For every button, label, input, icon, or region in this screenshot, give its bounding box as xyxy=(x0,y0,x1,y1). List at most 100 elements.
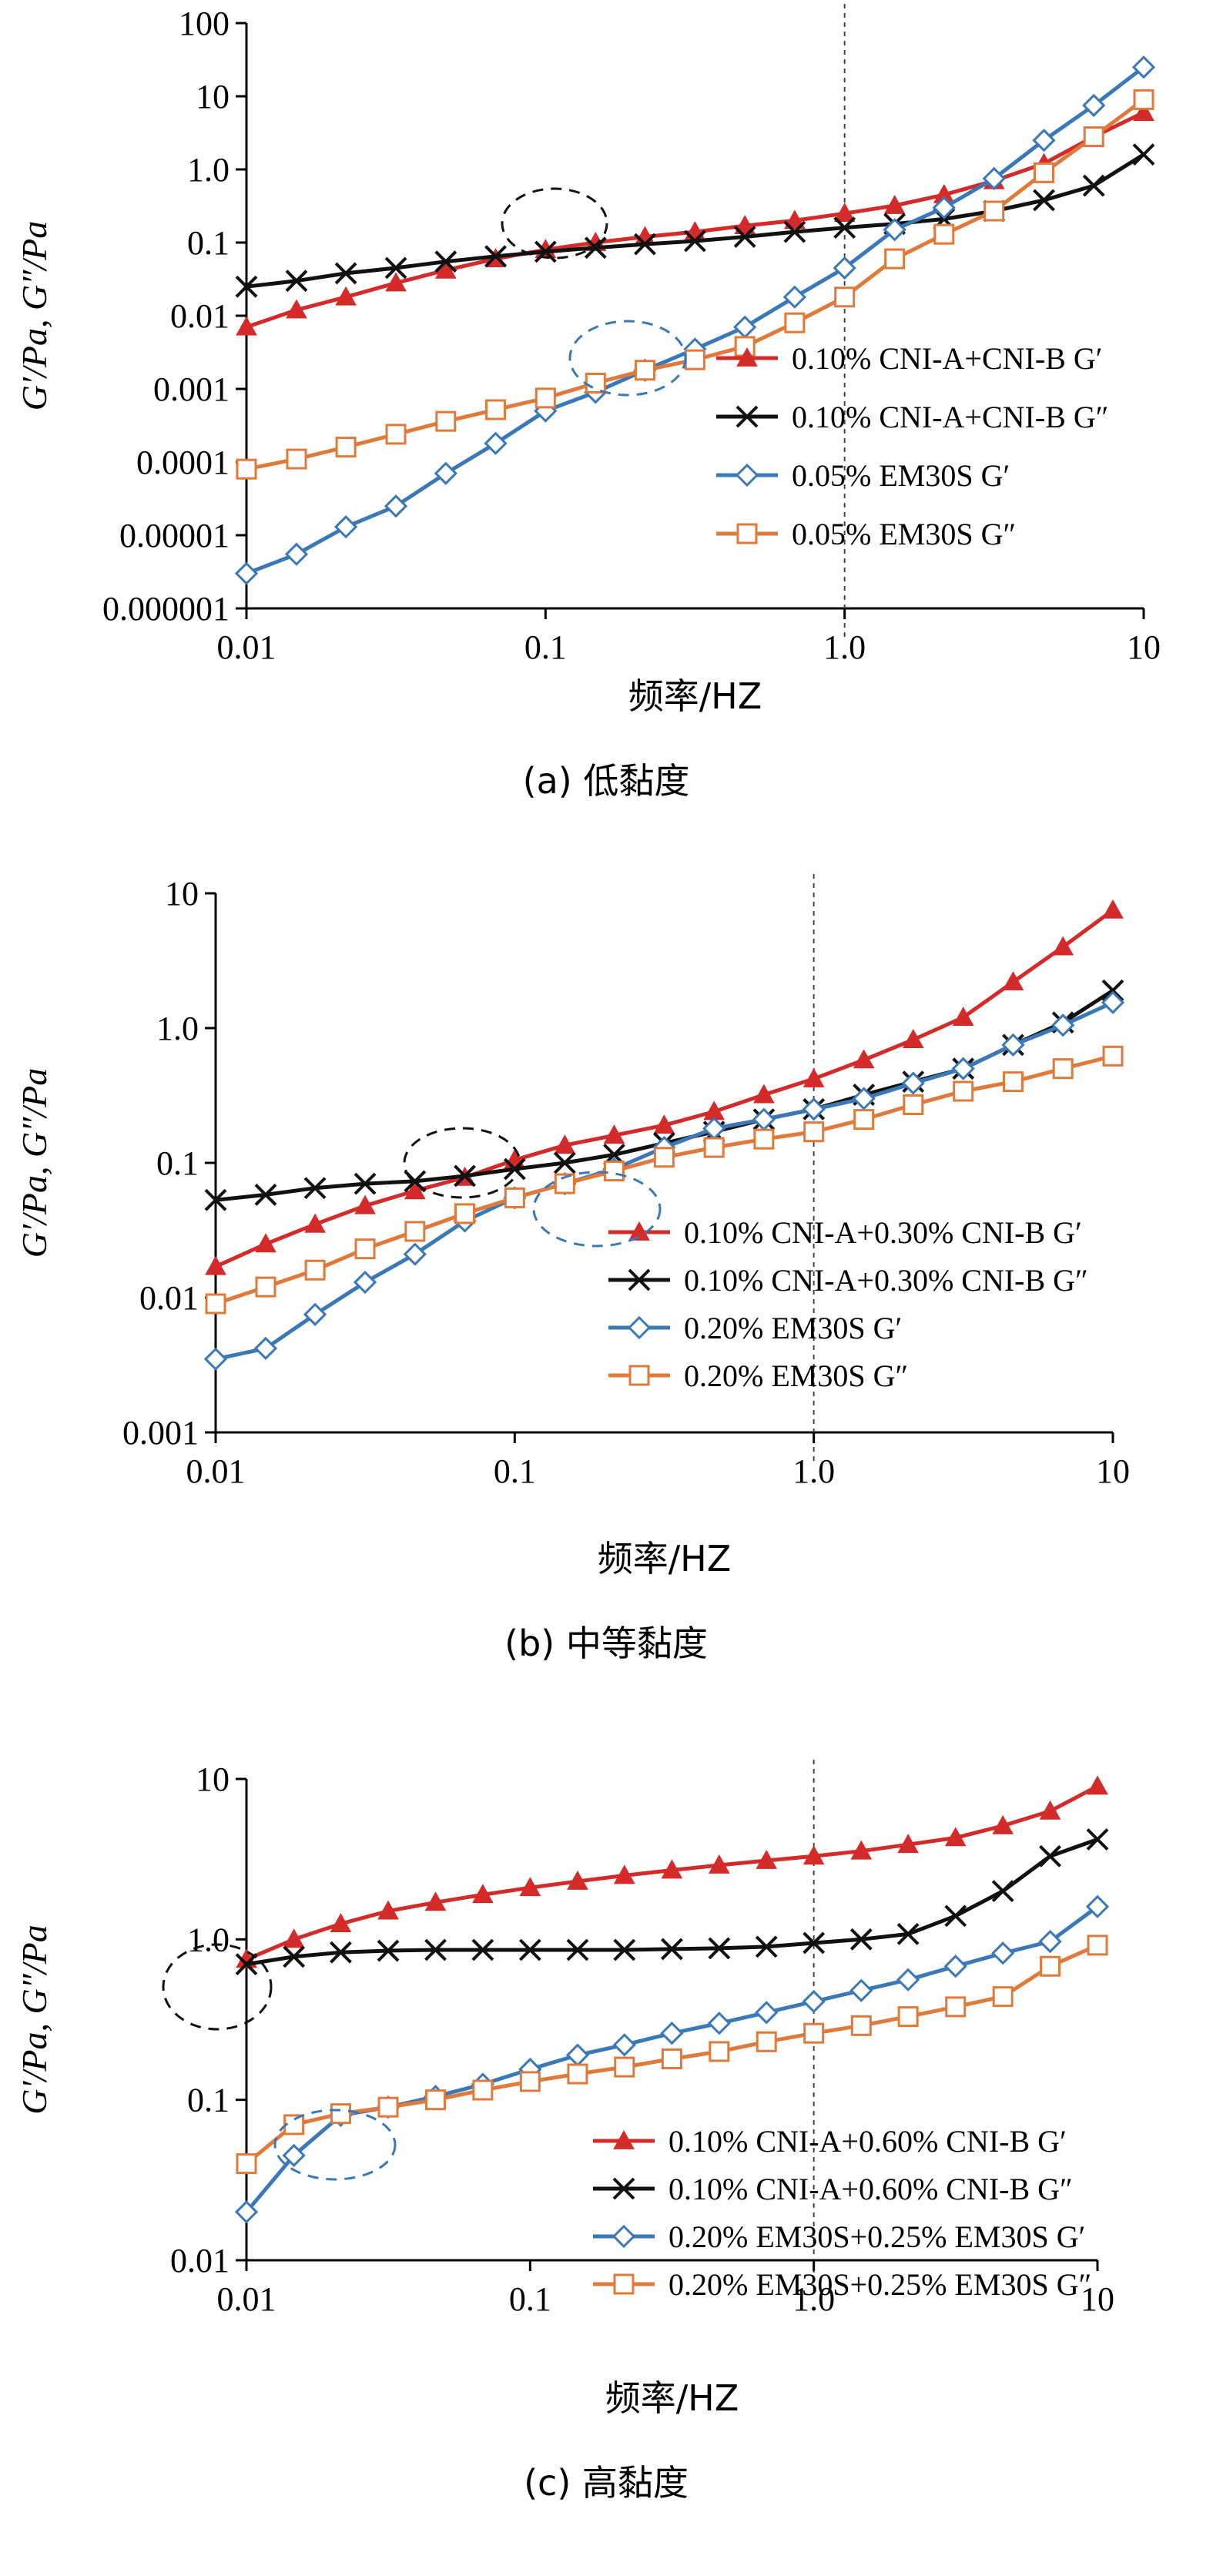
legend-marker xyxy=(628,1268,651,1291)
data-point xyxy=(684,349,705,370)
legend-label: 0.10% CNI-A+CNI-B G′ xyxy=(792,341,1103,376)
marker-stroke xyxy=(285,270,308,293)
data-point xyxy=(377,1939,400,1962)
data-point xyxy=(850,2015,872,2036)
data-point xyxy=(803,1931,826,1955)
data-point xyxy=(404,1180,426,1200)
data-point xyxy=(734,215,756,235)
data-point xyxy=(1085,1894,1110,1918)
data-point xyxy=(991,1941,1015,1965)
panel-caption: (a) 低黏度 xyxy=(523,760,690,802)
data-point xyxy=(634,360,655,381)
marker-stroke xyxy=(553,1151,576,1174)
data-point xyxy=(802,1097,826,1121)
series-1 xyxy=(236,1775,1108,1968)
data-point xyxy=(612,2033,636,2057)
data-point xyxy=(782,285,806,309)
data-point xyxy=(424,1891,447,1911)
data-point xyxy=(253,1336,278,1361)
data-point xyxy=(1101,979,1124,1002)
data-point xyxy=(234,2200,259,2224)
marker-stroke xyxy=(613,1938,636,1961)
x-tick-label: 10 xyxy=(1127,628,1161,666)
legend-marker xyxy=(628,1221,650,1241)
series-4 xyxy=(236,1935,1108,2175)
marker-stroke xyxy=(235,1953,258,1976)
data-point xyxy=(992,1986,1014,2008)
data-point xyxy=(519,2071,541,2092)
data-point xyxy=(991,1880,1014,1903)
data-point xyxy=(484,431,508,455)
data-point xyxy=(1039,1800,1061,1820)
series-line xyxy=(246,1837,1098,1967)
marker-stroke xyxy=(1086,1828,1109,1851)
data-point xyxy=(897,2006,919,2028)
legend-marker xyxy=(613,2129,635,2149)
data-point xyxy=(944,1904,967,1928)
data-point xyxy=(354,1238,376,1260)
data-point xyxy=(454,1203,476,1224)
marker-stroke xyxy=(471,1938,494,1961)
marker-stroke xyxy=(660,1938,683,1961)
data-point xyxy=(384,494,408,518)
marker-stroke xyxy=(1132,143,1155,166)
data-point xyxy=(1101,990,1125,1014)
data-point xyxy=(254,1183,277,1206)
marker-stroke xyxy=(683,229,706,253)
data-point xyxy=(853,1049,875,1069)
data-point xyxy=(333,515,358,539)
data-point xyxy=(1133,102,1154,121)
marker-stroke xyxy=(628,1268,651,1291)
data-point xyxy=(255,1276,276,1298)
x-tick-label: 0.01 xyxy=(186,1452,246,1490)
annotation-ellipse xyxy=(532,1171,662,1248)
marker-stroke xyxy=(484,245,507,268)
data-point xyxy=(755,2001,779,2025)
series-4 xyxy=(236,89,1154,480)
legend-label: 0.20% EM30S G″ xyxy=(684,1358,908,1393)
data-point xyxy=(1038,1929,1062,1954)
legend-label: 0.10% CNI-A+0.60% CNI-B G′ xyxy=(668,2124,1067,2159)
marker-stroke xyxy=(708,1937,731,1960)
legend-item: 0.10% CNI-A+0.30% CNI-B G′ xyxy=(608,1215,1082,1250)
data-point xyxy=(282,2143,306,2168)
marker-stroke xyxy=(330,1941,352,1964)
data-point xyxy=(286,448,307,470)
data-point xyxy=(255,1233,276,1253)
marker-stroke xyxy=(991,1880,1014,1903)
data-point xyxy=(330,2103,351,2125)
data-point xyxy=(567,2063,588,2085)
data-point xyxy=(1132,143,1155,166)
data-point xyxy=(603,1161,625,1182)
data-point xyxy=(661,2048,682,2069)
annotation-ellipse xyxy=(162,1943,273,2031)
series-3 xyxy=(234,55,1156,585)
x-tick-label: 10 xyxy=(1081,2280,1114,2318)
marker-stroke xyxy=(783,220,806,243)
data-point xyxy=(518,1938,541,1961)
data-point xyxy=(284,542,309,566)
marker-stroke xyxy=(1082,174,1105,197)
data-point xyxy=(833,203,856,223)
marker-stroke xyxy=(204,1188,227,1211)
data-point xyxy=(454,1164,476,1188)
annotation-ellipse xyxy=(403,1127,521,1199)
data-point xyxy=(614,2056,635,2078)
data-point xyxy=(554,1173,575,1194)
marker-stroke xyxy=(303,1177,327,1200)
data-point xyxy=(283,1928,305,1948)
data-point xyxy=(953,1080,974,1102)
y-tick-label: 1.0 xyxy=(187,1921,230,1958)
legend-item: 0.20% EM30S G′ xyxy=(608,1311,902,1345)
legend-item: 0.20% EM30S G″ xyxy=(608,1358,908,1393)
data-point xyxy=(424,1938,447,1961)
legend-item: 0.20% EM30S+0.25% EM30S G″ xyxy=(593,2267,1091,2302)
y-tick-label: 0.0001 xyxy=(136,444,230,481)
marker-stroke xyxy=(896,1922,920,1945)
data-point xyxy=(1087,1775,1108,1795)
data-point xyxy=(236,2153,257,2175)
y-tick-label: 0.001 xyxy=(122,1414,199,1452)
data-point xyxy=(330,1941,352,1964)
annotation-ellipse xyxy=(568,320,687,397)
legend-label: 0.10% CNI-A+0.30% CNI-B G″ xyxy=(684,1263,1088,1298)
